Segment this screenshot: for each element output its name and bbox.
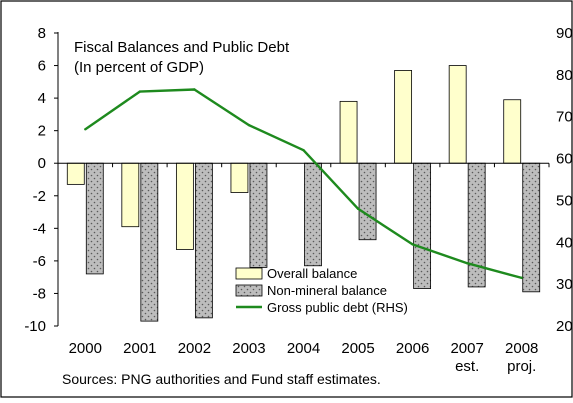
y-left-tick-label: 0 [38, 155, 46, 172]
y-right-tick-label: 60 [556, 151, 573, 168]
y-left-tick-label: 6 [38, 58, 46, 75]
legend-label-1: Non-mineral balance [267, 283, 387, 298]
y-left-tick-label: -4 [33, 220, 46, 237]
bar-non-mineral-balance-2006 [413, 162, 432, 289]
bar-overall-balance-2001 [121, 162, 140, 228]
point-gross-public-debt-2005 [356, 207, 360, 210]
y-left-tick-label: -2 [33, 188, 46, 205]
x-tick-sublabel-2007: est. [455, 358, 479, 375]
bar-overall-balance-2007 [448, 65, 467, 164]
y-right-tick-label: 80 [556, 67, 573, 84]
bar-non-mineral-balance-2008 [522, 162, 541, 293]
point-gross-public-debt-2003 [247, 123, 251, 127]
bar-non-mineral-balance-2004 [304, 162, 322, 267]
bar-non-mineral-balance-2003 [249, 162, 268, 268]
point-gross-public-debt-2001 [138, 90, 142, 93]
y-right-tick-label: 40 [556, 234, 573, 251]
chart-title: Fiscal Balances and Public Debt [74, 39, 290, 56]
bar-overall-balance-2003 [230, 162, 249, 193]
point-gross-public-debt-2008 [520, 276, 523, 280]
source-note: Sources: PNG authorities and Fund staff … [62, 371, 381, 387]
x-tick-label-2000: 2000 [69, 340, 102, 357]
y-left-tick-label: -6 [33, 253, 46, 270]
bar-overall-balance-2000 [66, 162, 85, 185]
x-tick-label-2007: 2007 [450, 340, 483, 357]
point-gross-public-debt-2006 [411, 243, 414, 246]
legend-swatch-non-mineral-balance [235, 284, 263, 297]
x-tick-label-2001: 2001 [123, 340, 156, 357]
y-left-tick-label: 4 [38, 90, 46, 107]
x-tick-label-2006: 2006 [396, 340, 429, 357]
y-right-tick-label: 50 [556, 192, 573, 209]
y-left-tick-label: 2 [38, 123, 46, 140]
bar-overall-balance-2006 [394, 70, 413, 164]
x-tick-label-2003: 2003 [232, 340, 265, 357]
y-right-tick-label: 20 [556, 318, 573, 335]
y-left-tick-label: 8 [38, 25, 46, 42]
x-tick-label-2004: 2004 [287, 340, 320, 357]
point-gross-public-debt-2000 [84, 128, 87, 131]
bar-non-mineral-balance-2002 [194, 162, 213, 319]
x-tick-sublabel-2008: proj. [507, 358, 536, 375]
bar-non-mineral-balance-2001 [140, 162, 159, 322]
chart-subtitle: (In percent of GDP) [74, 59, 204, 76]
legend-label-0: Overall balance [267, 266, 357, 281]
y-right-tick-label: 90 [556, 25, 573, 42]
legend-swatch-overall-balance [235, 267, 263, 280]
legend-label-2: Gross public debt (RHS) [267, 300, 408, 315]
bar-overall-balance-2005 [339, 100, 358, 164]
x-tick-label-2008: 2008 [505, 340, 538, 357]
x-tick-label-2005: 2005 [341, 340, 374, 357]
bar-overall-balance-2008 [503, 99, 522, 164]
y-right-tick-label: 30 [556, 276, 573, 293]
point-gross-public-debt-2007 [465, 262, 469, 265]
bar-non-mineral-balance-2000 [85, 162, 104, 275]
point-gross-public-debt-2002 [193, 88, 196, 91]
x-tick-label-2002: 2002 [178, 340, 211, 357]
bar-overall-balance-2002 [175, 162, 194, 250]
y-left-tick-label: -10 [24, 318, 46, 335]
point-gross-public-debt-2004 [302, 149, 305, 152]
bar-non-mineral-balance-2005 [358, 162, 377, 241]
y-right-tick-label: 70 [556, 109, 573, 126]
y-left-tick-label: -8 [33, 285, 46, 302]
